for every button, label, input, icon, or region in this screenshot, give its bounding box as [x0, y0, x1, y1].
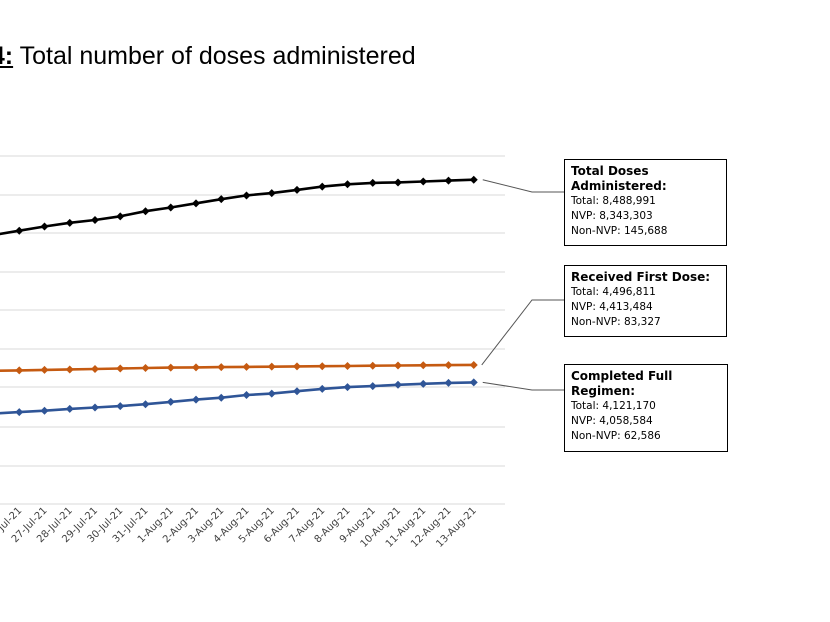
annotation-line: Total: 8,488,991	[571, 195, 656, 207]
data-point-first	[192, 363, 200, 372]
annotation-line: Non-NVP: 145,688	[571, 225, 668, 237]
data-point-total	[394, 178, 402, 187]
data-point-first	[293, 362, 301, 371]
chart-title: e 4: Total number of doses administered	[0, 42, 416, 71]
data-point-first	[267, 362, 276, 371]
data-point-full	[192, 395, 200, 404]
leader-line-total	[482, 179, 564, 193]
data-point-full	[343, 383, 352, 392]
data-point-total	[267, 189, 276, 198]
data-point-full	[166, 397, 175, 406]
data-point-total	[116, 212, 125, 221]
data-point-full	[116, 402, 125, 411]
series-line-full	[0, 381, 474, 415]
data-point-total	[419, 177, 428, 186]
data-point-full	[217, 393, 226, 402]
annotation-line: NVP: 4,413,484	[571, 301, 653, 313]
leader-line-first	[481, 299, 564, 366]
data-point-full	[368, 382, 377, 391]
data-point-first	[141, 364, 150, 373]
data-point-full	[394, 380, 402, 389]
data-point-first	[343, 361, 352, 370]
data-point-total	[469, 175, 478, 184]
data-point-first	[368, 361, 377, 370]
data-point-full	[141, 400, 150, 409]
data-point-first	[469, 360, 478, 369]
annotation-first-dose: Received First Dose: Total: 4,496,811 NV…	[564, 265, 727, 337]
annotation-line: Total: 4,121,170	[571, 400, 656, 412]
data-point-total	[65, 218, 74, 227]
data-point-first	[217, 363, 226, 372]
data-point-full	[469, 378, 478, 387]
data-point-first	[394, 361, 402, 370]
annotation-title: Completed Full	[571, 369, 673, 383]
data-point-total	[141, 207, 150, 216]
chart-title-prefix: e 4:	[0, 42, 14, 70]
data-point-total	[368, 178, 377, 187]
data-point-full	[91, 403, 99, 412]
data-point-first	[116, 364, 125, 373]
data-point-total	[192, 199, 200, 208]
data-point-full	[293, 387, 301, 396]
data-point-first	[65, 365, 74, 374]
chart-title-text: Total number of doses administered	[13, 42, 416, 70]
annotation-line: NVP: 4,058,584	[571, 415, 653, 427]
data-point-full	[65, 404, 74, 413]
data-point-full	[15, 408, 24, 417]
data-point-first	[318, 362, 327, 371]
annotation-title: Received First Dose:	[571, 270, 711, 284]
data-point-total	[293, 185, 301, 194]
series-line-total	[0, 178, 474, 236]
data-point-total	[444, 176, 453, 185]
data-point-full	[242, 390, 251, 399]
data-point-first	[419, 361, 428, 370]
data-point-first	[166, 363, 175, 372]
data-point-full	[419, 379, 428, 388]
annotation-title: Regimen:	[571, 384, 636, 398]
data-point-full	[267, 389, 276, 398]
data-point-full	[444, 378, 453, 387]
annotation-title: Total Doses	[571, 164, 649, 178]
annotation-line: NVP: 8,343,303	[571, 210, 653, 222]
annotation-full-regimen: Completed Full Regimen: Total: 4,121,170…	[564, 364, 728, 452]
data-point-first	[91, 364, 99, 373]
annotation-line: Non-NVP: 83,327	[571, 316, 661, 328]
data-point-total	[343, 180, 352, 189]
annotation-line: Non-NVP: 62,586	[571, 430, 661, 442]
data-point-first	[40, 365, 49, 374]
data-point-total	[217, 195, 226, 204]
data-point-total	[91, 216, 99, 225]
annotation-title: Administered:	[571, 179, 667, 193]
annotation-total-doses: Total Doses Administered: Total: 8,488,9…	[564, 159, 727, 246]
data-point-total	[15, 226, 24, 235]
data-point-first	[242, 362, 251, 371]
data-point-total	[318, 182, 327, 191]
leader-line-full	[482, 381, 564, 391]
data-point-first	[444, 361, 453, 370]
data-point-full	[40, 406, 49, 415]
annotation-line: Total: 4,496,811	[571, 286, 656, 298]
data-point-total	[242, 191, 251, 200]
data-point-first	[15, 366, 24, 375]
series-line-first	[0, 363, 474, 373]
data-point-total	[166, 203, 175, 212]
data-point-full	[318, 384, 327, 393]
data-point-total	[40, 222, 49, 231]
